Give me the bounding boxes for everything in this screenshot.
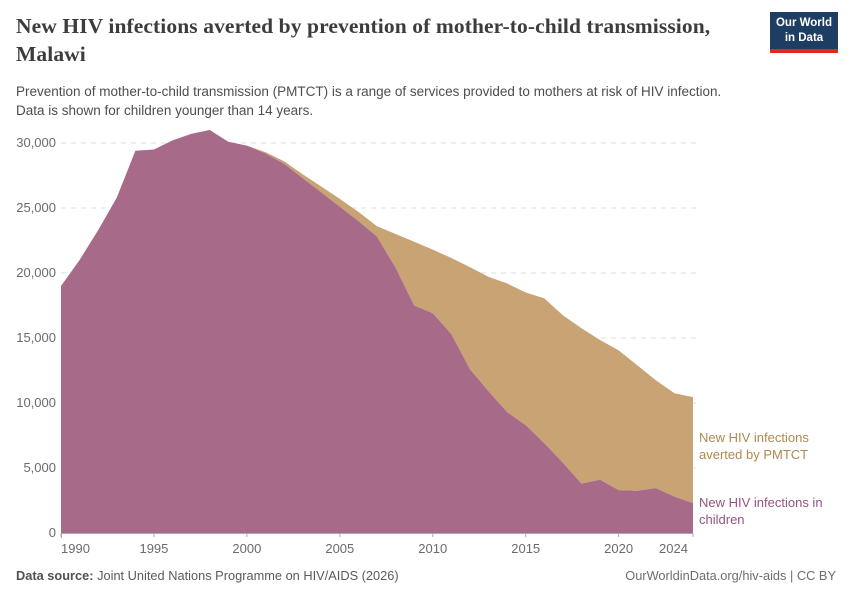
y-axis-tick-label: 25,000 bbox=[16, 200, 56, 215]
y-axis-tick-label: 0 bbox=[48, 525, 56, 540]
x-axis-tick-label: 2010 bbox=[418, 541, 448, 556]
x-axis-tick-label: 2015 bbox=[511, 541, 541, 556]
y-axis-tick-label: 20,000 bbox=[16, 265, 56, 280]
data-source-label: Data source: bbox=[16, 568, 94, 583]
x-axis-tick-label: 1995 bbox=[139, 541, 169, 556]
chart-subtitle-line1: Prevention of mother-to-child transmissi… bbox=[16, 84, 722, 99]
x-axis-tick-label: 2005 bbox=[325, 541, 355, 556]
x-axis-tick-label: 2000 bbox=[232, 541, 262, 556]
chart-footer: Data source: Joint United Nations Progra… bbox=[16, 568, 836, 583]
data-source-text: Joint United Nations Programme on HIV/AI… bbox=[93, 568, 399, 583]
owid-logo-line2: in Data bbox=[784, 31, 824, 44]
y-axis-tick-label: 10,000 bbox=[16, 395, 56, 410]
owid-logo: Our World in Data bbox=[770, 12, 838, 53]
owid-logo-line1: Our World bbox=[775, 17, 832, 30]
chart-title: New HIV infections averted by prevention… bbox=[16, 14, 711, 67]
legend-label-children[interactable]: New HIV infections in children bbox=[699, 495, 823, 527]
y-axis-tick-label: 5,000 bbox=[23, 460, 56, 475]
chart-subtitle: Prevention of mother-to-child transmissi… bbox=[16, 82, 826, 120]
owid-credit-link[interactable]: OurWorldinData.org/hiv-aids | CC BY bbox=[625, 568, 836, 583]
area-averted[interactable] bbox=[61, 130, 693, 504]
x-axis-tick-label: 2020 bbox=[604, 541, 634, 556]
x-axis-tick-label: 2024 bbox=[659, 541, 688, 556]
x-axis-tick-label: 1990 bbox=[61, 541, 90, 556]
legend-label-averted[interactable]: New HIV infections averted by PMTCT bbox=[699, 430, 809, 462]
area-children[interactable] bbox=[61, 130, 693, 533]
y-axis-tick-label: 15,000 bbox=[16, 330, 56, 345]
data-source-note: Data source: Joint United Nations Progra… bbox=[16, 568, 399, 583]
chart-subtitle-line2: Data is shown for children younger than … bbox=[16, 103, 314, 119]
y-axis-tick-label: 30,000 bbox=[16, 135, 56, 150]
